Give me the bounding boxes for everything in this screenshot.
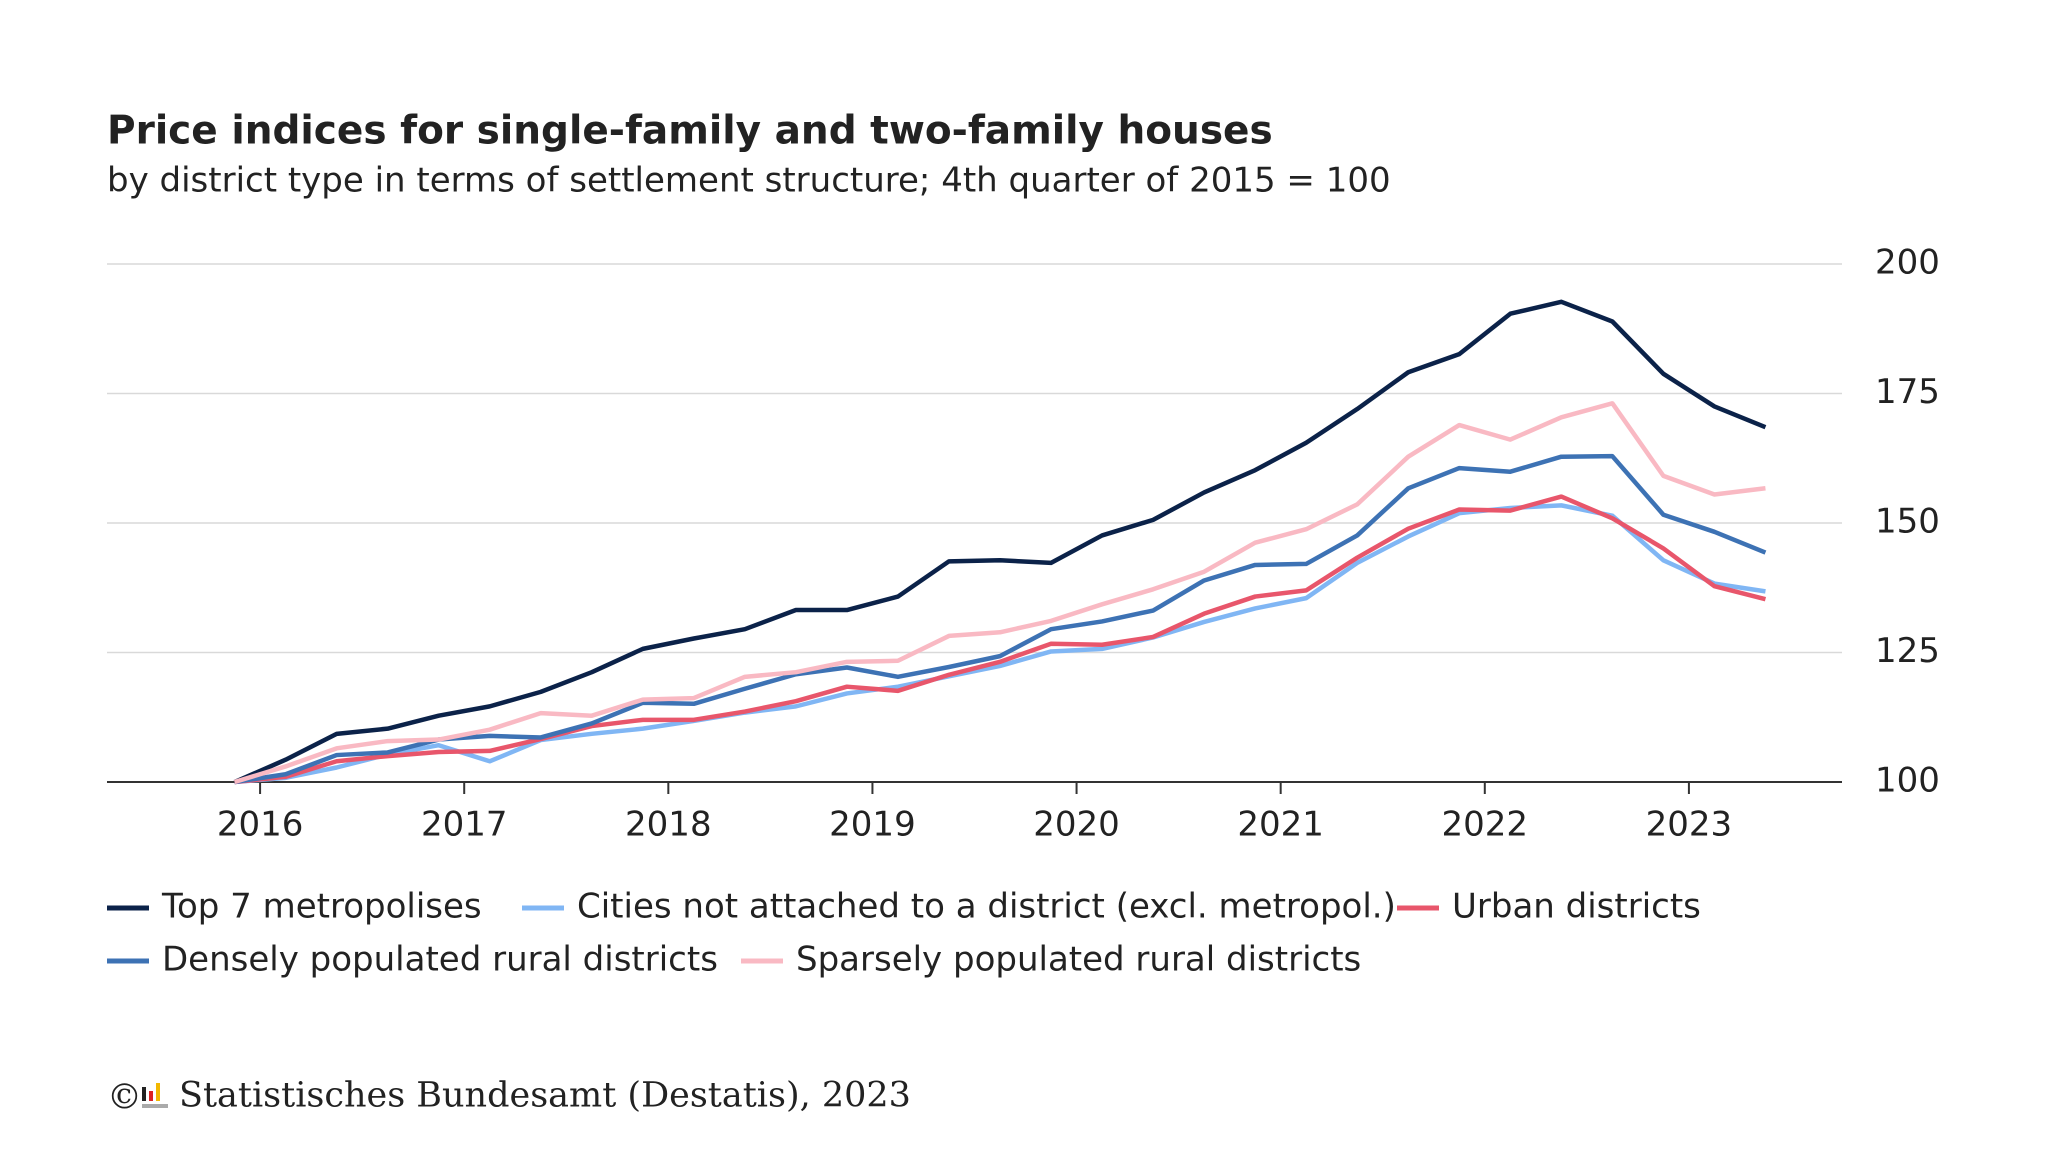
x-tick-label: 2023 [1646,805,1733,845]
x-tick-label: 2017 [421,805,508,845]
legend-label: Sparsely populated rural districts [796,940,1361,980]
series-line [234,453,1767,785]
series-line [233,401,1766,785]
x-tick-label: 2021 [1237,805,1324,845]
series-line [234,494,1767,785]
logo [142,1083,168,1108]
legend-label: Top 7 metropolises [161,887,482,927]
x-tick-label: 2018 [625,805,712,845]
chart-subtitle: by district type in terms of settlement … [107,161,1391,201]
series-line [233,299,1767,785]
copyright: © [107,1078,142,1118]
legend-label: Densely populated rural districts [162,940,718,980]
x-tick-label: 2019 [829,805,916,845]
y-tick-label: 125 [1875,631,1940,671]
legend-label: Urban districts [1452,887,1701,927]
y-tick-label: 100 [1875,761,1940,801]
legend-label: Cities not attached to a district (excl.… [577,887,1396,927]
source: Statistisches Bundesamt (Destatis), 2023 [179,1076,911,1116]
y-tick-label: 175 [1875,372,1940,412]
x-tick-label: 2016 [217,805,304,845]
y-tick-label: 150 [1875,502,1940,542]
series-line [234,503,1766,785]
x-tick-label: 2022 [1442,805,1529,845]
y-tick-label: 200 [1875,243,1940,283]
chart-title: Price indices for single-family and two-… [107,109,1273,154]
x-tick-label: 2020 [1033,805,1120,845]
